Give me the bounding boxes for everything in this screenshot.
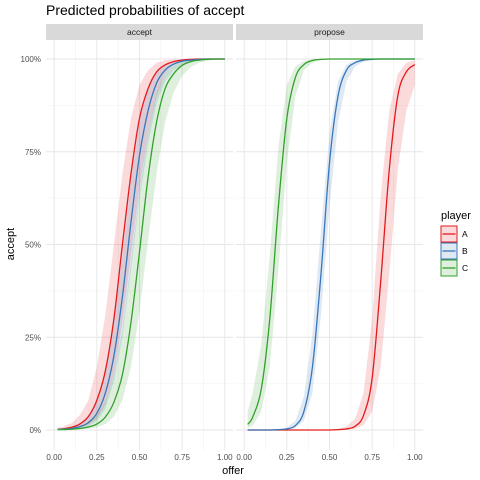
x-tick-label: 0.75 xyxy=(364,453,380,462)
facet-panels: accept 0.00 0.25 0.50 0.75 1.00 propose 0.00 0.2… xyxy=(21,24,423,462)
ribbon-propose-C xyxy=(247,59,415,429)
legend-title: player xyxy=(441,210,471,222)
y-tick-label: 50% xyxy=(25,241,41,250)
legend-label-A: A xyxy=(462,229,468,239)
y-tick-label: 0% xyxy=(29,426,41,435)
chart-title: Predicted probabilities of accept xyxy=(46,2,245,18)
legend-label-B: B xyxy=(462,246,468,256)
x-tick-label: 0.25 xyxy=(89,453,105,462)
legend-item-C: C xyxy=(440,259,468,277)
ribbon-accept-A xyxy=(57,59,225,430)
y-tick-label: 25% xyxy=(25,333,41,342)
y-tick-label: 75% xyxy=(25,148,41,157)
x-tick-label: 0.50 xyxy=(132,453,148,462)
strip-label-accept: accept xyxy=(127,27,153,37)
legend: player ABC xyxy=(440,210,471,277)
y-axis-title: accept xyxy=(5,228,17,260)
legend-item-A: A xyxy=(440,225,468,243)
x-tick-label: 1.00 xyxy=(407,453,423,462)
x-tick-label: 1.00 xyxy=(217,453,233,462)
x-tick-label: 0.00 xyxy=(236,453,252,462)
strip-propose xyxy=(236,24,423,40)
x-tick-label: 0.00 xyxy=(46,453,62,462)
legend-label-C: C xyxy=(462,263,468,273)
line-propose-C xyxy=(247,58,415,425)
grid-accept xyxy=(46,40,233,450)
x-tick-label: 0.25 xyxy=(279,453,295,462)
line-accept-C xyxy=(57,58,225,431)
x-axis-title: offer xyxy=(222,465,244,477)
legend-item-B: B xyxy=(440,242,468,260)
panel-accept: accept 0.00 0.25 0.50 0.75 1.00 xyxy=(46,24,233,462)
y-tick-label: 100% xyxy=(21,55,41,64)
strip-label-propose: propose xyxy=(314,27,345,37)
panel-propose: propose 0.00 0.25 0.50 0.75 1.00 xyxy=(236,24,423,462)
line-accept-B xyxy=(57,58,225,430)
legend-items: ABC xyxy=(440,225,468,277)
ribbon-accept-C xyxy=(57,59,225,430)
ribbon-propose-A xyxy=(247,60,415,431)
strip-accept xyxy=(46,24,233,40)
ribbon-propose-B xyxy=(247,59,415,430)
x-tick-label: 0.50 xyxy=(322,453,338,462)
x-tick-label: 0.75 xyxy=(174,453,190,462)
ribbon-accept-B xyxy=(57,59,225,430)
